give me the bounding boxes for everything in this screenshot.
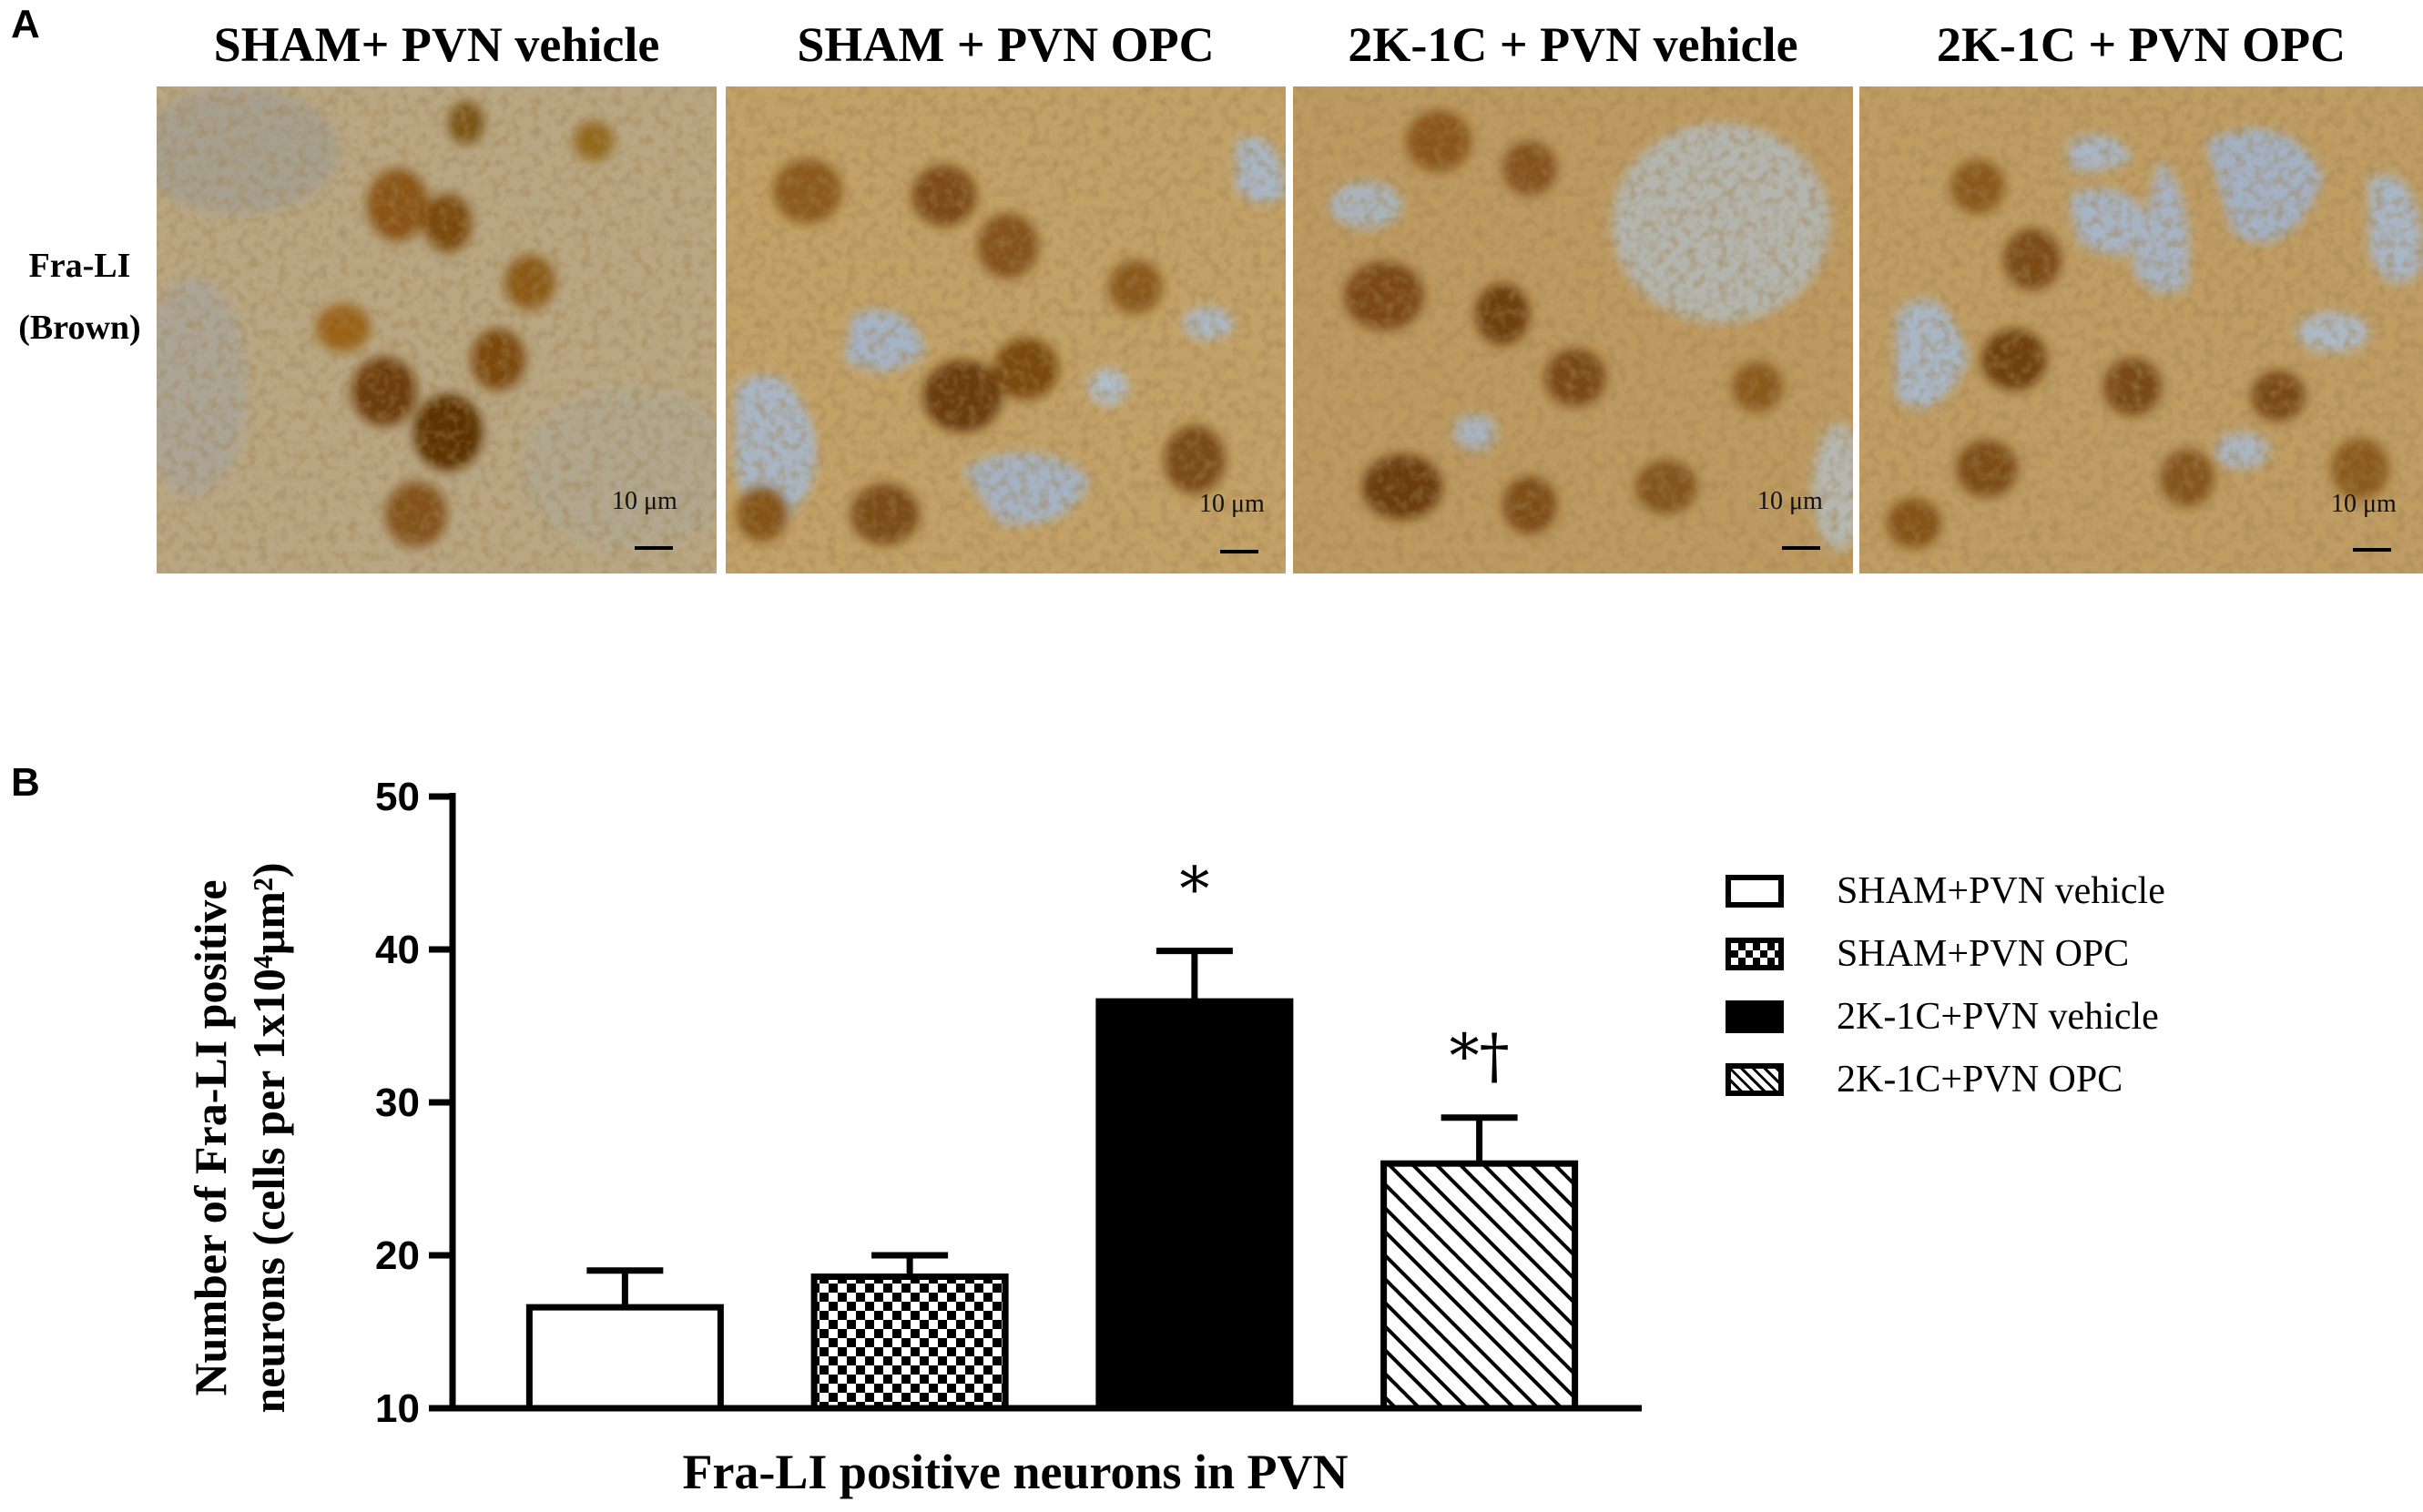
micrograph-3 — [1293, 86, 1853, 573]
bar-2 — [810, 1274, 1009, 1412]
legend-item-3: 2K-1C+PVN vehicle — [1726, 995, 2159, 1039]
legend-swatch-4 — [1726, 1063, 1784, 1096]
chart-axes: 10 20 30 40 50 — [375, 775, 1642, 1431]
row-label-line2: (Brown) — [18, 309, 141, 347]
legend-label-3: 2K-1C+PVN vehicle — [1837, 996, 2159, 1038]
scale-label-4: 10 μm — [2331, 490, 2397, 518]
significance-marker-3: * — [1179, 855, 1209, 925]
micrograph-1 — [157, 86, 717, 573]
row-label: Fra-LI (Brown) — [0, 235, 159, 359]
y-tick-label-1: 10 — [375, 1386, 420, 1431]
row-label-line1: Fra-LI — [28, 247, 131, 285]
scale-bar-3 — [1782, 546, 1820, 550]
scale-bar-4 — [2353, 548, 2391, 552]
scale-bar-2 — [1220, 550, 1258, 553]
panel-label-a: A — [11, 2, 40, 46]
micrograph-title-4: 2K-1C + PVN OPC — [1936, 17, 2347, 72]
scale-label-1: 10 μm — [612, 487, 677, 515]
y-tick-label-5: 50 — [375, 775, 420, 819]
y-tick-label-2: 20 — [375, 1233, 420, 1278]
x-axis-label: Fra-LI positive neurons in PVN — [682, 1445, 1348, 1499]
micrograph-title-1: SHAM+ PVN vehicle — [213, 17, 660, 72]
y-tick-label-3: 30 — [375, 1081, 420, 1125]
legend-label-1: SHAM+PVN vehicle — [1837, 870, 2165, 912]
micrograph-title-3: 2K-1C + PVN vehicle — [1348, 17, 1798, 72]
y-tick-label-4: 40 — [375, 928, 420, 972]
legend-swatch-2 — [1726, 938, 1784, 970]
chart-bars — [525, 948, 1579, 1412]
bar-1 — [525, 1304, 724, 1412]
significance-marker-4: *† — [1450, 1021, 1510, 1091]
scale-label-3: 10 μm — [1757, 487, 1823, 515]
bar-4 — [1380, 1160, 1579, 1412]
legend-item-4: 2K-1C+PVN OPC — [1726, 1058, 2123, 1101]
scale-bar-1 — [635, 546, 673, 550]
micrograph-2 — [726, 86, 1286, 573]
legend-swatch-1 — [1726, 875, 1784, 908]
y-axis-label-line1: Number of Fra-LI positive — [185, 879, 236, 1395]
legend-label-2: SHAM+PVN OPC — [1837, 933, 2130, 975]
bar-chart: 10 20 30 40 50 * *† Fra-LI positive neurons in… — [185, 775, 1642, 1499]
legend-label-4: 2K-1C+PVN OPC — [1837, 1059, 2123, 1101]
legend-swatch-3 — [1726, 1000, 1784, 1033]
y-axis-label-line2: neurons (cells per 1x10⁴μm²) — [243, 862, 294, 1413]
micrograph-title-2: SHAM + PVN OPC — [797, 17, 1215, 72]
bar-3 — [1095, 998, 1294, 1412]
micrograph-4 — [1859, 86, 2423, 573]
legend-item-2: SHAM+PVN OPC — [1726, 932, 2129, 976]
legend-item-1: SHAM+PVN vehicle — [1726, 869, 2165, 913]
panel-label-b: B — [11, 760, 40, 805]
scale-label-2: 10 μm — [1199, 490, 1265, 518]
chart-labels: * *† Fra-LI positive neurons in PVN Number … — [185, 855, 1510, 1499]
